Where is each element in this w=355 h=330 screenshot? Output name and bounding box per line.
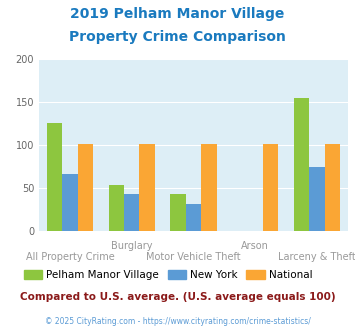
Bar <box>124 194 140 231</box>
Text: Property Crime Comparison: Property Crime Comparison <box>69 30 286 44</box>
Bar <box>263 144 278 231</box>
Bar <box>47 123 62 231</box>
Bar <box>62 174 78 231</box>
Text: Arson: Arson <box>241 241 269 251</box>
Bar <box>140 144 155 231</box>
Bar <box>325 144 340 231</box>
Bar <box>294 98 309 231</box>
Bar <box>170 194 186 231</box>
Text: © 2025 CityRating.com - https://www.cityrating.com/crime-statistics/: © 2025 CityRating.com - https://www.city… <box>45 317 310 326</box>
Text: All Property Crime: All Property Crime <box>26 252 114 262</box>
Text: Motor Vehicle Theft: Motor Vehicle Theft <box>146 252 241 262</box>
Bar <box>186 204 201 231</box>
Text: Larceny & Theft: Larceny & Theft <box>278 252 355 262</box>
Bar <box>109 185 124 231</box>
Text: Burglary: Burglary <box>111 241 152 251</box>
Legend: Pelham Manor Village, New York, National: Pelham Manor Village, New York, National <box>20 266 317 284</box>
Bar <box>78 144 93 231</box>
Bar <box>309 167 325 231</box>
Bar <box>201 144 217 231</box>
Text: 2019 Pelham Manor Village: 2019 Pelham Manor Village <box>70 7 285 20</box>
Text: Compared to U.S. average. (U.S. average equals 100): Compared to U.S. average. (U.S. average … <box>20 292 335 302</box>
